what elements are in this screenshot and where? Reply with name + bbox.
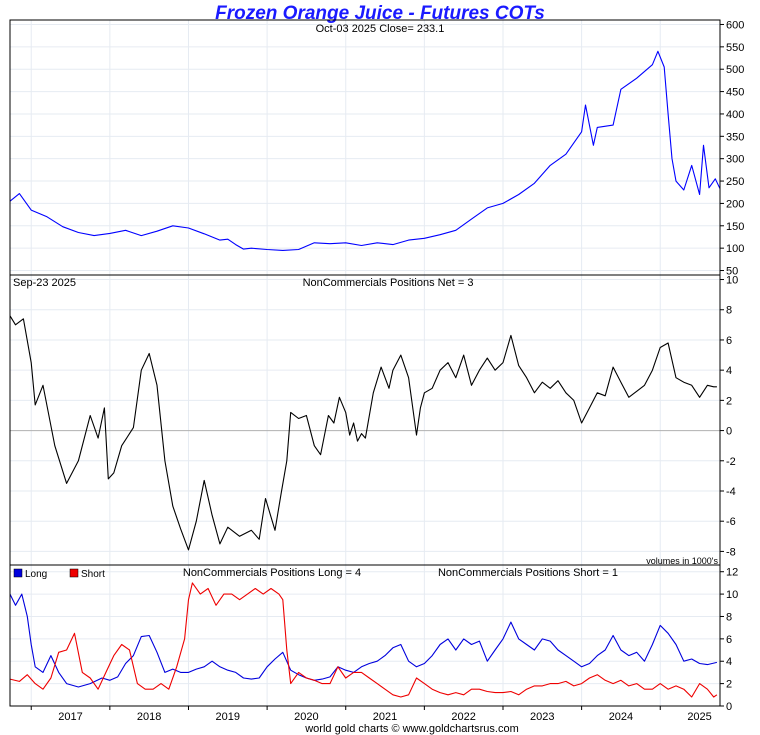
panel2-ytick-label: 6 [726,634,732,646]
panel2-ytick-label: 2 [726,679,732,691]
panel2-ytick-label: 4 [726,656,732,668]
frame-layer [9,19,724,710]
legend-short-label: Short [81,569,105,580]
panel0-ytick-label: 400 [726,109,744,121]
price-header: Oct-03 2025 Close= 233.1 [316,23,445,35]
panel0-ytick-label: 550 [726,42,744,54]
xtick-label-2019: 2019 [216,711,240,723]
panel1-ytick-label: 2 [726,395,732,407]
panel1-ytick-label: 10 [726,275,738,287]
panel0-series-0-line [9,50,721,251]
short-header: NonCommercials Positions Short = 1 [438,567,618,579]
xtick-label-2018: 2018 [137,711,161,723]
label-layer: Oct-03 2025 Close= 233.1 Sep-23 2025 Non… [13,19,744,735]
xtick-label-2025: 2025 [687,711,711,723]
panel0-ytick-label: 100 [726,243,744,255]
panel1-series-0-line [9,315,717,551]
panel0-frame [9,19,721,276]
footer-credit: world gold charts © www.goldchartsrus.co… [304,723,519,735]
legend-short-swatch [69,568,79,578]
panel1-ytick-label: 8 [726,305,732,317]
xtick-label-2022: 2022 [451,711,475,723]
panel1-ytick-label: -2 [726,456,736,468]
legend-long-swatch [13,568,23,578]
net-date-label: Sep-23 2025 [13,277,76,289]
panel0-ytick-label: 300 [726,154,744,166]
xtick-label-2024: 2024 [609,711,633,723]
panel0-ytick-label: 600 [726,19,744,31]
panel2-ytick-label: 8 [726,611,732,623]
volume-note: volumes in 1000's [646,556,718,566]
xtick-label-2023: 2023 [530,711,554,723]
panel2-series-long-line [9,593,718,688]
xtick-label-2020: 2020 [294,711,318,723]
chart-title: Frozen Orange Juice - Futures COTs [215,3,545,24]
panel0-ytick-label: 350 [726,131,744,143]
panel1-ytick-label: 6 [726,335,732,347]
panel2-ytick-label: 0 [726,701,732,713]
panel2-ytick-label: 10 [726,589,738,601]
panel0-ytick-label: 500 [726,64,744,76]
mark-layer [9,50,721,698]
xtick-label-2021: 2021 [373,711,397,723]
panel1-ytick-label: 0 [726,426,732,438]
panel0-ytick-label: 50 [726,266,738,278]
panel2-ytick-label: 12 [726,567,738,579]
panel1-ytick-label: 4 [726,365,732,377]
net-header: NonCommercials Positions Net = 3 [303,277,474,289]
long-header: NonCommercials Positions Long = 4 [183,567,361,579]
panel0-ytick-label: 200 [726,198,744,210]
panel1-ytick-label: -6 [726,516,736,528]
panel0-ytick-label: 150 [726,221,744,233]
panel0-ytick-label: 450 [726,87,744,99]
panel1-ytick-label: -8 [726,546,736,558]
xtick-label-2017: 2017 [58,711,82,723]
legend-long-label: Long [25,569,47,580]
panel2-frame [9,564,721,707]
panel0-ytick-label: 250 [726,176,744,188]
grid-layer [10,20,720,707]
panel1-ytick-label: -4 [726,486,736,498]
panel2-series-short-line [9,582,718,698]
